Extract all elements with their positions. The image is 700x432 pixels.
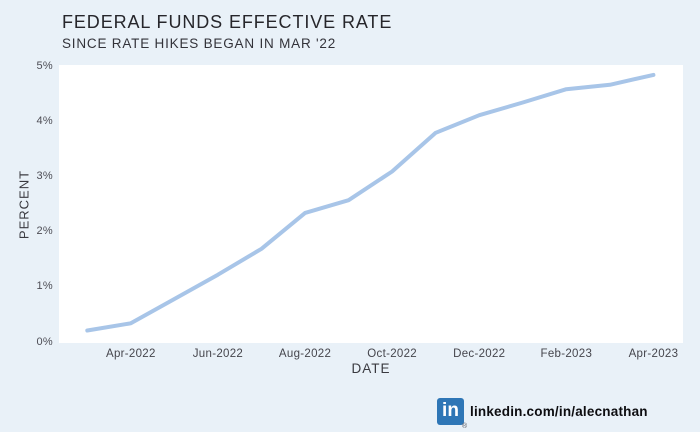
registered-trademark-mark: ®: [462, 423, 468, 430]
chart-title: FEDERAL FUNDS EFFECTIVE RATE: [62, 12, 393, 32]
x-axis-title: DATE: [351, 361, 391, 376]
x-tick-label: Apr-2023: [628, 348, 679, 360]
chart-subtitle: SINCE RATE HIKES BEGAN IN MAR '22: [62, 36, 337, 51]
rate-line-series: [85, 72, 656, 333]
x-tick-label: Apr-2022: [105, 348, 156, 360]
y-tick-label: 4%: [36, 114, 53, 127]
rate-line: [85, 72, 656, 333]
x-tick-label: Aug-2022: [278, 348, 332, 360]
y-tick-label: 2%: [36, 225, 53, 238]
y-tick-label: 3%: [36, 169, 53, 182]
x-tick-label: Dec-2022: [453, 348, 506, 360]
x-tick-label: Jun-2022: [192, 348, 244, 360]
plot-area: [59, 65, 683, 343]
x-tick-label: Oct-2022: [367, 348, 417, 360]
y-tick-label: 1%: [36, 280, 53, 293]
linkedin-url: linkedin.com/in/alecnathan: [470, 404, 648, 419]
linkedin-icon: in: [437, 398, 464, 425]
y-tick-label: 0%: [36, 335, 53, 348]
x-tick-label: Feb-2023: [540, 348, 593, 360]
y-tick-label: 5%: [36, 59, 53, 72]
